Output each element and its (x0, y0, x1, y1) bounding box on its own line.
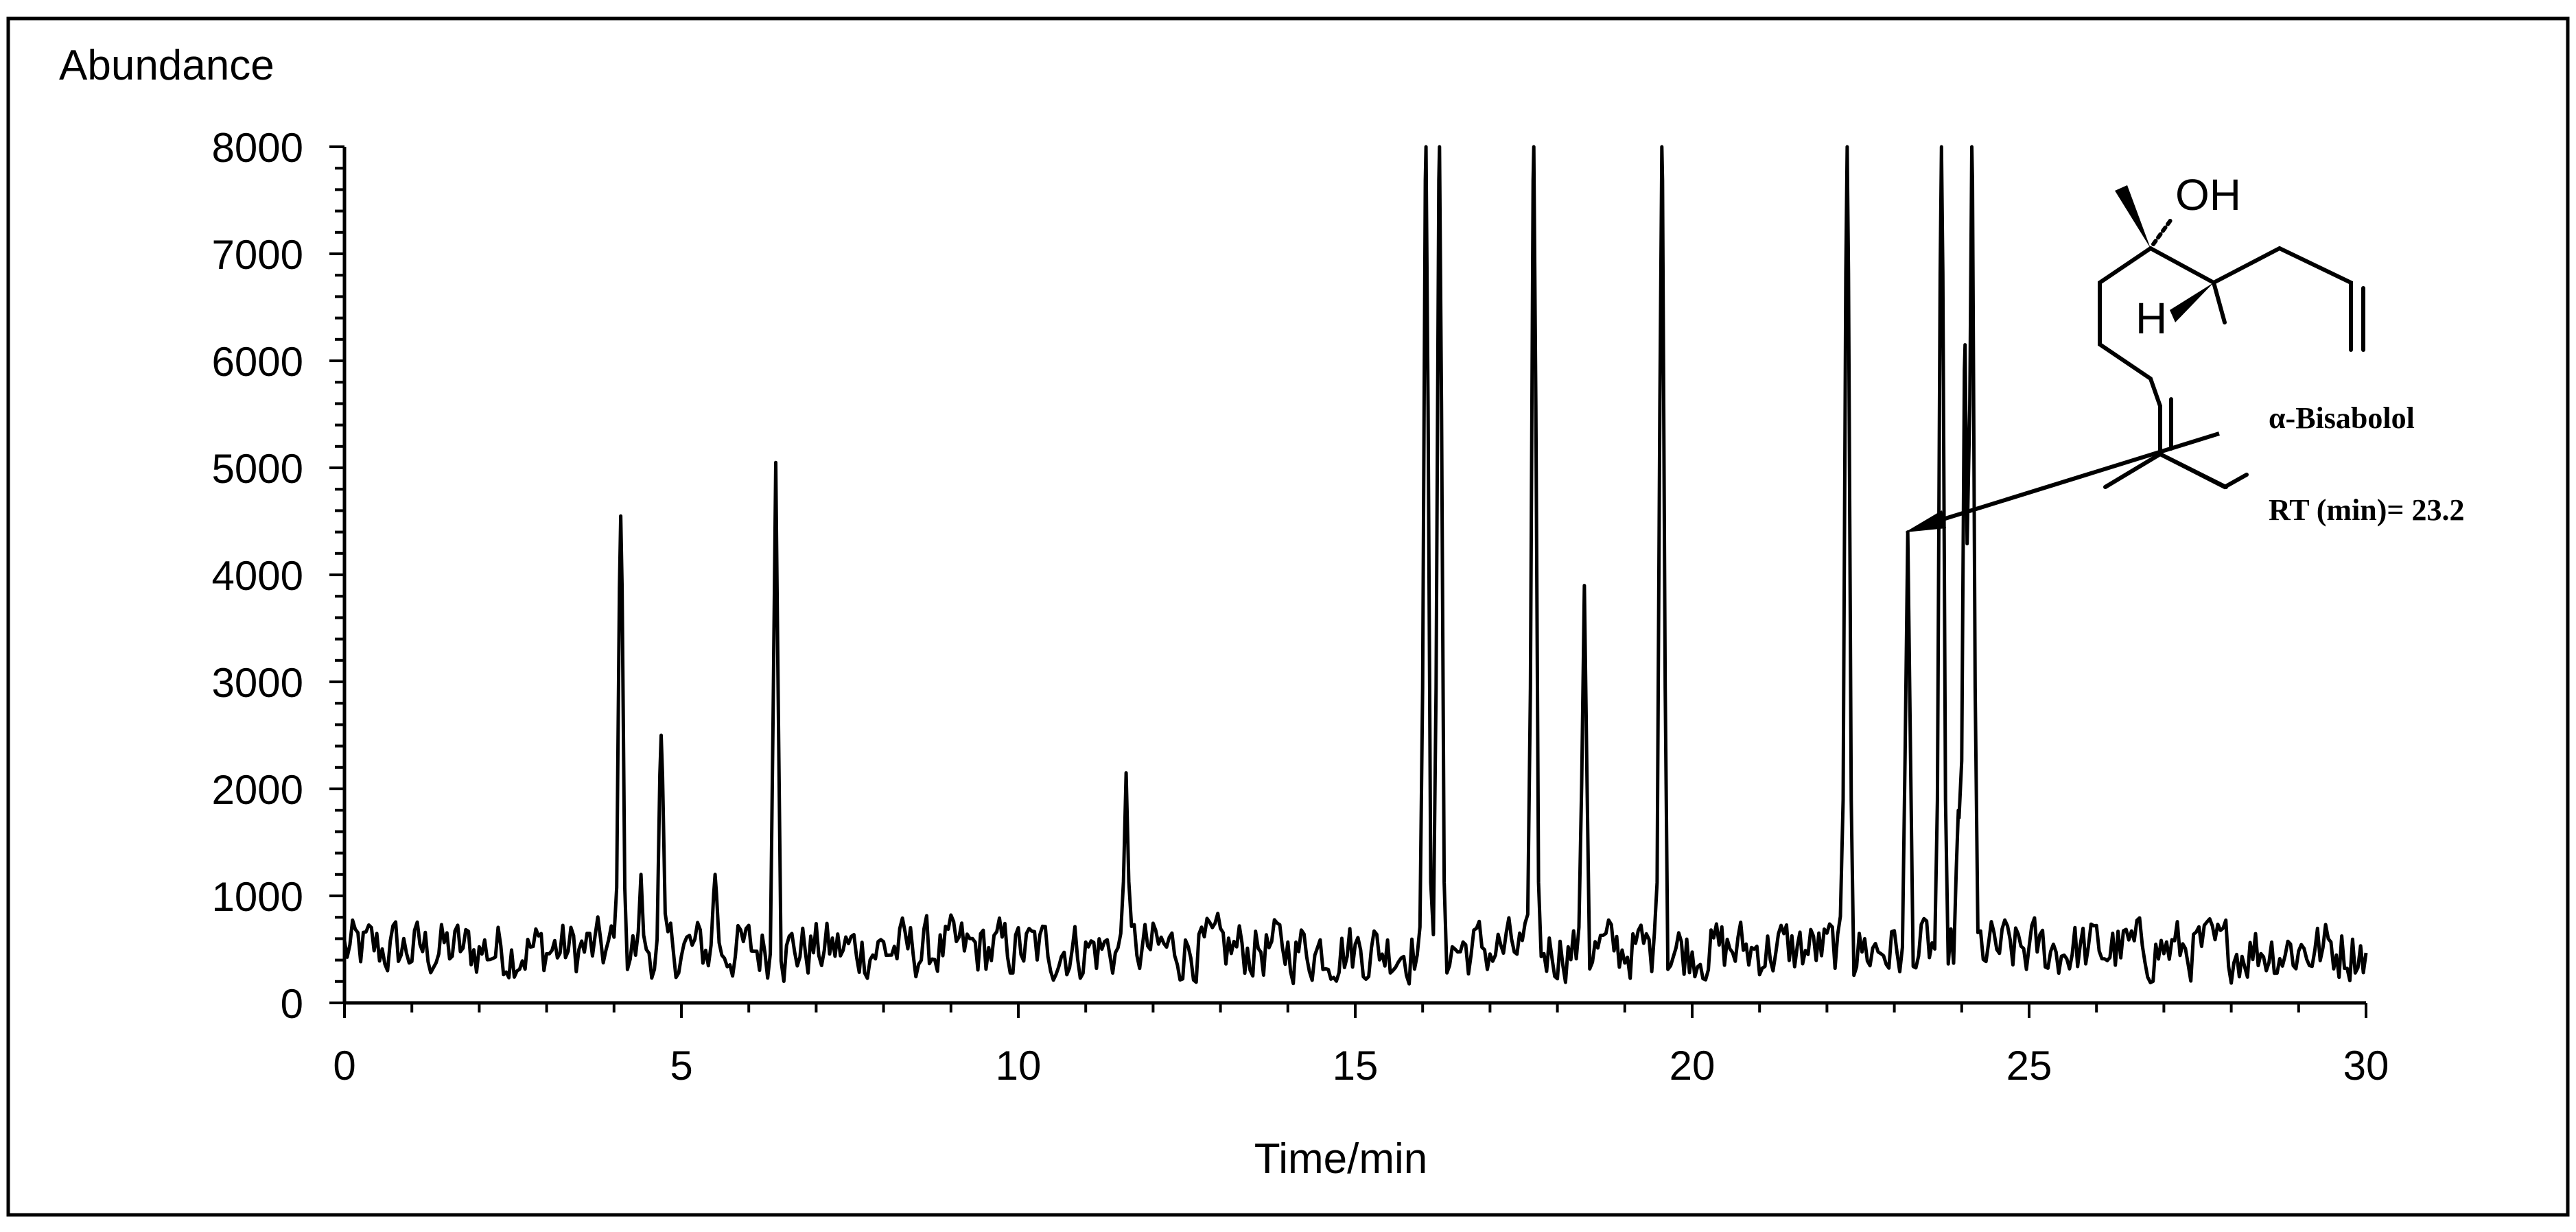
y-axis-label: Abundance (59, 42, 274, 89)
y-tick-label: 1000 (212, 874, 303, 920)
x-tick-label: 30 (2343, 1043, 2389, 1089)
y-tick-label: 2000 (212, 767, 303, 813)
y-tick-label: 8000 (212, 125, 303, 171)
x-axis-label: Time/min (1254, 1135, 1428, 1183)
x-tick-label: 25 (2006, 1043, 2052, 1089)
wedge-hydrogen (2170, 283, 2214, 322)
bisabolol-structure (2098, 185, 2365, 490)
annotation-arrowhead (1905, 510, 1946, 532)
x-tick-labels: 0 5 10 15 20 25 30 (333, 1043, 2389, 1089)
compound-name-label: α-Bisabolol (2269, 401, 2415, 435)
x-tick-label: 20 (1670, 1043, 1716, 1089)
y-tick-label: 4000 (212, 553, 303, 599)
annotation-arrow-line (1918, 431, 2220, 529)
y-tick-labels: 0 1000 2000 3000 4000 5000 6000 7000 8000 (212, 125, 303, 1027)
y-tick-label: 7000 (212, 232, 303, 278)
structure-h-label: H (2135, 294, 2167, 343)
structure-oh-label: OH (2175, 170, 2241, 220)
y-tick-label: 6000 (212, 339, 303, 385)
x-tick-label: 15 (1333, 1043, 1379, 1089)
x-tick-label: 0 (333, 1043, 355, 1089)
x-tick-label: 5 (670, 1043, 692, 1089)
retention-time-label: RT (min)= 23.2 (2269, 493, 2465, 527)
y-tick-label: 5000 (212, 446, 303, 492)
figure-frame (6, 16, 2570, 1217)
y-tick-label: 3000 (212, 660, 303, 706)
axes (329, 145, 2367, 1018)
y-tick-label: 0 (281, 981, 303, 1027)
chromatogram-trace (342, 145, 2368, 986)
wedge-methyl (2115, 185, 2151, 248)
x-tick-label: 10 (996, 1043, 1042, 1089)
